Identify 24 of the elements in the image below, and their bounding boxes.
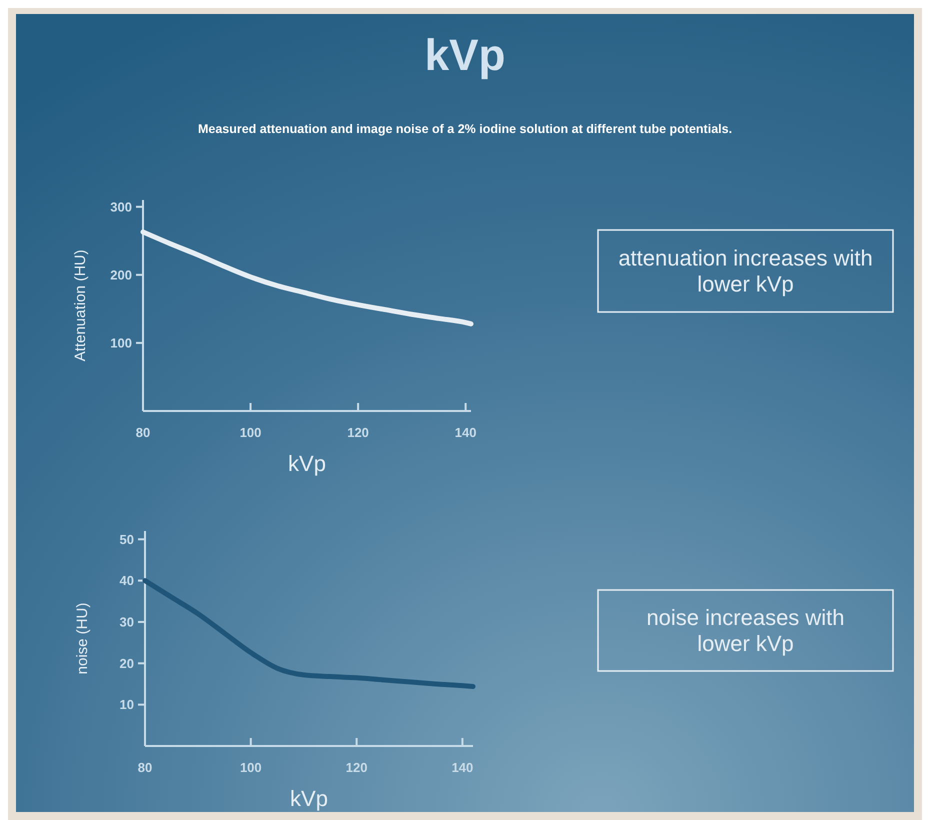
chart-subtitle: Measured attenuation and image noise of a 2% iodine solution at different tube potentials. [198, 122, 732, 136]
y-axis-title: noise (HU) [74, 602, 91, 674]
x-tick-label: 80 [138, 760, 152, 775]
y-tick-label: 50 [120, 532, 134, 547]
text: attenuation increases with lower kVp [618, 246, 873, 297]
x-tick-label: 120 [346, 760, 368, 775]
chart-title: kVp [424, 31, 506, 80]
y-tick-label: 20 [120, 656, 134, 671]
x-tick-label: 120 [347, 425, 369, 440]
y-tick-label: 30 [120, 614, 134, 630]
x-tick-label: 80 [136, 425, 150, 440]
y-tick-label: 100 [110, 335, 132, 350]
x-tick-label: 140 [452, 760, 474, 775]
y-tick-label: 300 [110, 199, 132, 214]
x-tick-label: 100 [240, 760, 262, 775]
y-tick-label: 10 [120, 697, 134, 712]
x-axis-title: kVp [290, 786, 328, 811]
y-tick-label: 40 [120, 573, 134, 588]
y-tick-label: 200 [110, 267, 132, 282]
y-axis-title: Attenuation (HU) [72, 250, 89, 362]
x-tick-label: 100 [240, 425, 262, 440]
x-tick-label: 140 [454, 425, 476, 440]
x-axis-title: kVp [288, 451, 326, 476]
text: noise increases with lower kVp [646, 605, 845, 656]
